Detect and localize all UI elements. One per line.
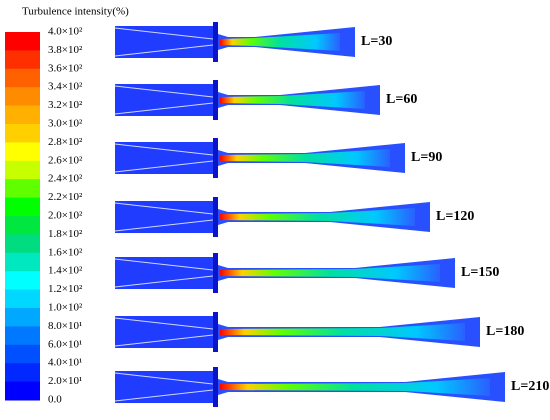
colorbar-band: [5, 50, 40, 70]
jet-core: [220, 378, 490, 396]
ejector: L=150: [114, 253, 499, 293]
ejector: L=90: [114, 138, 442, 178]
inlet: [115, 26, 213, 58]
colorbar-band: [5, 308, 40, 327]
colorbar-band: [5, 142, 40, 162]
colorbar-label: 2.6×10²: [48, 154, 83, 166]
case-label: L=180: [486, 324, 524, 339]
ejector: L=60: [114, 80, 417, 120]
nozzle-wall: [114, 27, 214, 40]
case-label: L=150: [461, 265, 499, 280]
colorbar-label: 2.0×10¹: [48, 375, 82, 387]
colorbar-label: 3.4×10²: [48, 81, 83, 93]
colorbar-band: [5, 234, 40, 254]
jet-core: [220, 323, 465, 341]
nozzle-wall: [114, 44, 214, 57]
colorbar-label: 6.0×10¹: [48, 338, 82, 350]
nozzle-wall: [114, 334, 214, 347]
jet-core: [220, 264, 440, 282]
colorbar-label: 0.0: [48, 394, 62, 406]
ejector: L=30: [114, 22, 392, 62]
inlet: [115, 84, 213, 116]
colorbar-band: [5, 68, 40, 88]
nozzle-wall: [114, 143, 214, 156]
nozzle-wall: [114, 317, 214, 330]
colorbar-label: 1.4×10²: [48, 265, 83, 277]
colorbar-band: [5, 381, 40, 401]
plate: [213, 253, 218, 293]
ejector: L=210: [114, 367, 549, 407]
jet-core: [220, 91, 365, 109]
plate: [213, 197, 218, 237]
colorbar-label: 2.4×10²: [48, 173, 83, 185]
nozzle-wall: [114, 202, 214, 215]
colorbar-band: [5, 87, 40, 107]
colorbar-band: [5, 252, 40, 272]
plate: [213, 367, 218, 407]
colorbar-band: [5, 197, 40, 217]
case-label: L=90: [411, 150, 442, 165]
colorbar-label: 1.0×10²: [48, 302, 83, 314]
nozzle-wall: [114, 219, 214, 232]
colorbar-band: [5, 289, 40, 309]
ejector: L=180: [114, 312, 524, 352]
nozzle-wall: [114, 389, 214, 402]
colorbar-label: 4.0×10²: [48, 26, 83, 38]
nozzle-wall: [114, 372, 214, 385]
colorbar-label: 3.2×10²: [48, 99, 83, 111]
colorbar-label: 2.0×10²: [48, 210, 83, 222]
colorbar-label: 3.6×10²: [48, 62, 83, 74]
colorbar-label: 2.2×10²: [48, 191, 83, 203]
case-label: L=120: [436, 209, 474, 224]
colorbar-label: 2.8×10²: [48, 136, 83, 148]
jet-core: [220, 33, 340, 51]
inlet: [115, 201, 213, 233]
colorbar-label: 4.0×10¹: [48, 357, 82, 369]
nozzle-wall: [114, 258, 214, 271]
nozzle-wall: [114, 160, 214, 173]
case-label: L=210: [511, 379, 549, 394]
colorbar-label: 3.0×10²: [48, 118, 83, 130]
colorbar-band: [5, 179, 40, 199]
colorbar-label: 1.6×10²: [48, 246, 83, 258]
colorbar: 4.0×10² 3.8×10² 3.6×10² 3.4×10² 3.2×10² 3.0×1…: [5, 26, 83, 406]
plate: [213, 80, 218, 120]
plate: [213, 138, 218, 178]
colorbar-band: [5, 344, 40, 364]
colorbar-label: 3.8×10²: [48, 44, 83, 56]
colorbar-label: 1.2×10²: [48, 283, 83, 295]
case-label: L=30: [361, 34, 392, 49]
colorbar-band: [5, 32, 40, 51]
colorbar-band: [5, 363, 40, 383]
colorbar-band: [5, 124, 40, 143]
colorbar-label: 8.0×10¹: [48, 320, 82, 332]
inlet: [115, 371, 213, 403]
inlet: [115, 316, 213, 348]
nozzle-wall: [114, 85, 214, 98]
inlet: [115, 142, 213, 174]
contours: L=30 L=60 L=90 L=120 L=150 L=180 L=210: [114, 22, 549, 407]
jet-core: [220, 149, 390, 167]
colorbar-label: 1.8×10²: [48, 228, 83, 240]
nozzle-wall: [114, 275, 214, 288]
colorbar-band: [5, 271, 40, 291]
colorbar-band: [5, 216, 40, 235]
colorbar-title: Turbulence intensity(%): [22, 6, 129, 18]
nozzle-wall: [114, 102, 214, 115]
inlet: [115, 257, 213, 289]
colorbar-band: [5, 105, 40, 125]
plate: [213, 22, 218, 62]
ejector: L=120: [114, 197, 474, 237]
colorbar-band: [5, 326, 40, 346]
jet-core: [220, 208, 415, 226]
plate: [213, 312, 218, 352]
case-label: L=60: [386, 92, 417, 107]
colorbar-band: [5, 160, 40, 180]
